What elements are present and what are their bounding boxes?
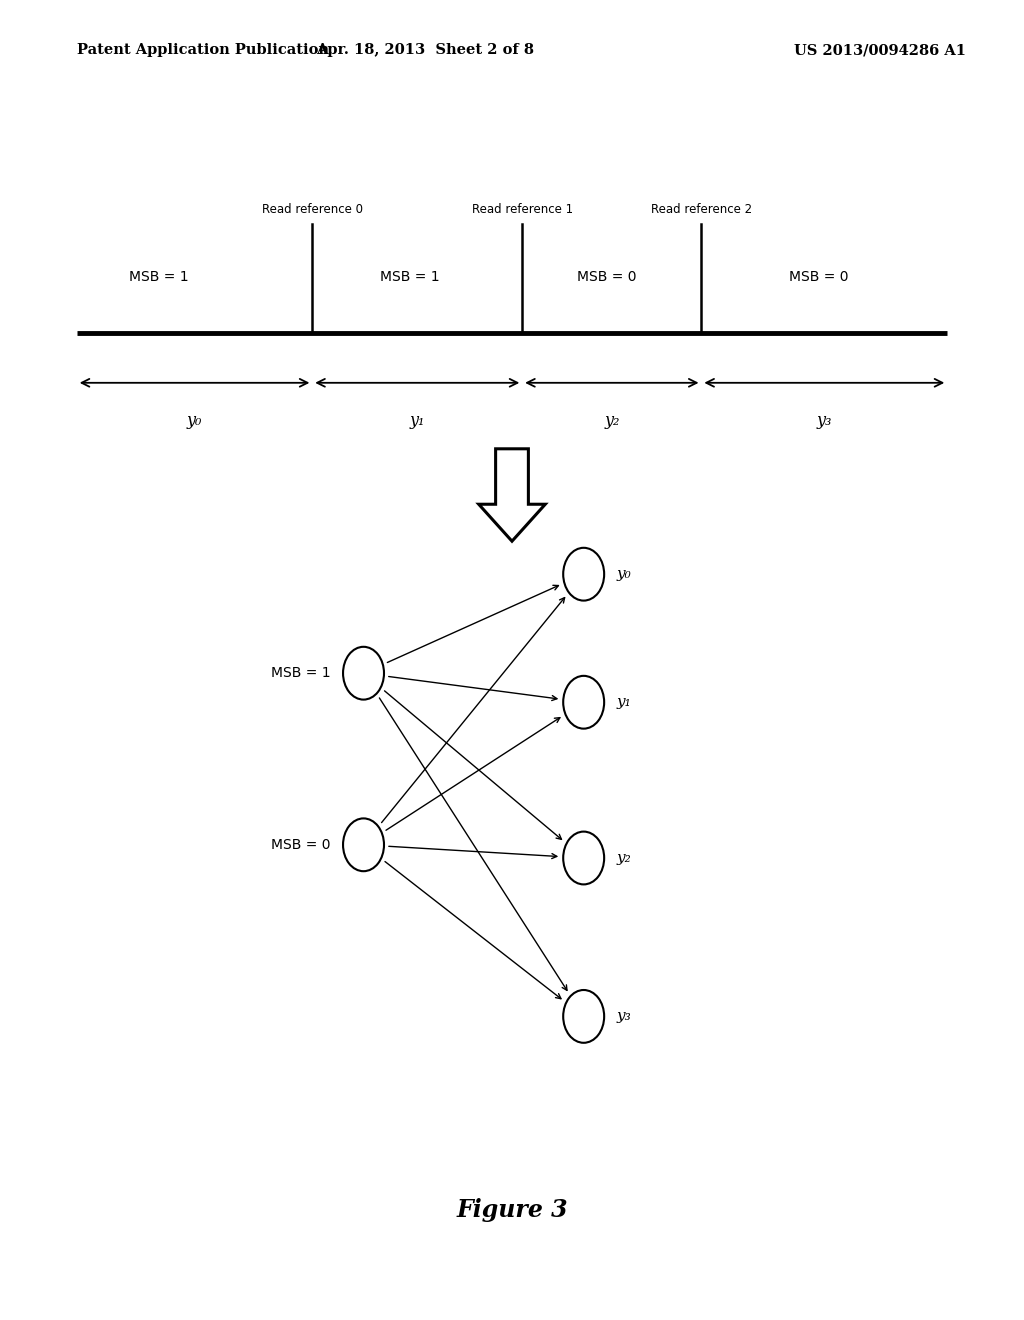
Text: y₃: y₃: [816, 412, 833, 429]
Text: y₀: y₀: [186, 412, 203, 429]
Text: Read reference 0: Read reference 0: [262, 203, 362, 216]
Text: MSB = 1: MSB = 1: [271, 667, 331, 680]
Circle shape: [563, 832, 604, 884]
Circle shape: [563, 548, 604, 601]
Text: Figure 3: Figure 3: [456, 1199, 568, 1222]
Text: MSB = 0: MSB = 0: [271, 838, 331, 851]
Text: y₀: y₀: [616, 568, 631, 581]
Circle shape: [563, 676, 604, 729]
Text: Patent Application Publication: Patent Application Publication: [77, 44, 329, 57]
Text: y₁: y₁: [616, 696, 631, 709]
Text: Read reference 2: Read reference 2: [651, 203, 752, 216]
Text: y₃: y₃: [616, 1010, 631, 1023]
Polygon shape: [479, 449, 545, 541]
Text: MSB = 0: MSB = 0: [790, 271, 849, 284]
Text: MSB = 1: MSB = 1: [129, 271, 188, 284]
Circle shape: [343, 647, 384, 700]
Text: y₂: y₂: [616, 851, 631, 865]
Text: US 2013/0094286 A1: US 2013/0094286 A1: [794, 44, 966, 57]
Text: y₂: y₂: [604, 412, 620, 429]
Text: y₁: y₁: [410, 412, 425, 429]
Circle shape: [343, 818, 384, 871]
Circle shape: [563, 990, 604, 1043]
Text: MSB = 0: MSB = 0: [578, 271, 637, 284]
Text: Apr. 18, 2013  Sheet 2 of 8: Apr. 18, 2013 Sheet 2 of 8: [316, 44, 534, 57]
Text: Read reference 1: Read reference 1: [472, 203, 572, 216]
Text: MSB = 1: MSB = 1: [380, 271, 439, 284]
